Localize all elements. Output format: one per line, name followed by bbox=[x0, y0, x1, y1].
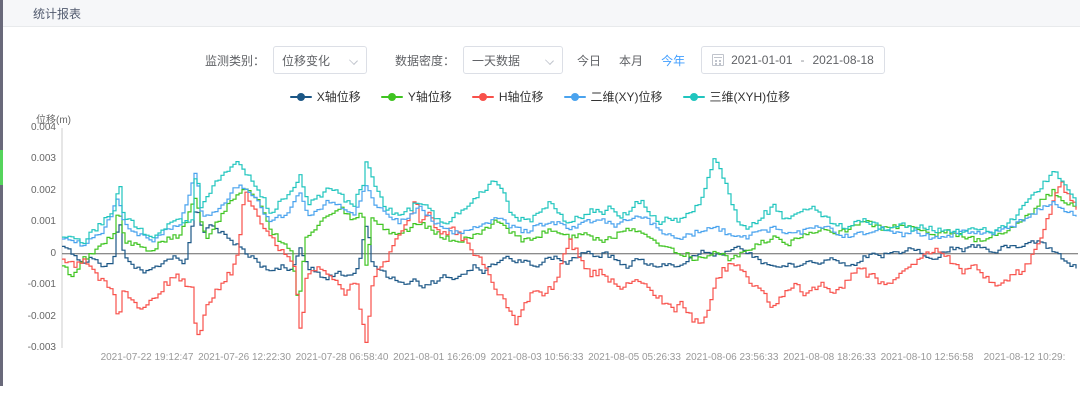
density-select[interactable]: 一天数据 bbox=[463, 46, 564, 74]
series-line-1 bbox=[62, 211, 1077, 289]
y-tick-label: -0.003 bbox=[27, 342, 56, 353]
legend-marker-icon bbox=[563, 92, 586, 101]
date-range-separator: - bbox=[800, 53, 805, 67]
filter-controls: 监测类别： 位移变化 数据密度： 一天数据 今日 本月 今年 2021-01-0… bbox=[205, 46, 885, 74]
date-range-start: 2021-01-01 bbox=[731, 53, 793, 67]
quick-range-today[interactable]: 今日 bbox=[577, 53, 602, 68]
chart-plot-area bbox=[61, 128, 1078, 348]
quick-range-this-month[interactable]: 本月 bbox=[619, 53, 644, 68]
category-select[interactable]: 位移变化 bbox=[273, 46, 368, 74]
tab-bar: 统计报表 bbox=[3, 0, 1080, 27]
legend-item[interactable]: 二维(XY)位移 bbox=[563, 88, 663, 105]
series-line-5 bbox=[62, 158, 1077, 245]
legend-marker-icon bbox=[289, 92, 312, 101]
legend-label: 三维(XYH)位移 bbox=[709, 90, 791, 104]
series-line-3 bbox=[62, 181, 1077, 343]
legend-item[interactable]: 三维(XYH)位移 bbox=[682, 88, 791, 105]
x-tick-label: 2021-08-06 23:56:33 bbox=[685, 352, 779, 363]
x-tick-label: 2021-08-12 10:29: bbox=[983, 352, 1066, 363]
calendar-icon bbox=[712, 54, 725, 66]
date-range-end: 2021-08-18 bbox=[812, 53, 874, 67]
x-tick-label: 2021-07-22 19:12:47 bbox=[100, 352, 194, 363]
x-tick-label: 2021-08-03 10:56:33 bbox=[490, 352, 584, 363]
x-tick-label: 2021-08-05 05:26:33 bbox=[588, 352, 681, 363]
y-tick-label: 0.002 bbox=[30, 184, 56, 196]
legend-marker-icon bbox=[471, 92, 494, 101]
y-tick-label: -0.001 bbox=[27, 279, 56, 291]
displacement-chart: 位移(m) 0.004 0.003 0.002 0.001 0 -0.001 -0.002 -… bbox=[0, 113, 1080, 373]
legend-marker-icon bbox=[682, 92, 705, 101]
density-label: 数据密度： bbox=[395, 53, 456, 68]
chevron-down-icon bbox=[350, 56, 358, 64]
legend-item[interactable]: Y轴位移 bbox=[380, 88, 452, 105]
chevron-down-icon bbox=[546, 56, 554, 64]
quick-range-this-year[interactable]: 今年 bbox=[661, 53, 686, 68]
y-tick-label: 0.001 bbox=[30, 216, 56, 228]
x-tick-label: 2021-07-28 06:58:40 bbox=[295, 352, 389, 363]
y-axis-title: 位移(m) bbox=[36, 115, 71, 126]
legend-item[interactable]: X轴位移 bbox=[289, 88, 361, 105]
legend-label: X轴位移 bbox=[316, 90, 361, 104]
category-label: 监测类别： bbox=[205, 53, 266, 68]
chart-legend: X轴位移 Y轴位移 H轴位移 二维(XY)位移 三维(XYH)位移 bbox=[0, 88, 1080, 105]
x-tick-label: 2021-08-10 12:56:58 bbox=[880, 352, 974, 363]
category-select-value: 位移变化 bbox=[282, 53, 331, 68]
y-tick-label: 0 bbox=[50, 247, 56, 259]
sidebar-edge-strip bbox=[0, 0, 3, 386]
series-line-4 bbox=[62, 172, 1077, 247]
density-select-value: 一天数据 bbox=[472, 53, 521, 68]
sidebar-green-indicator bbox=[0, 150, 3, 185]
legend-label: 二维(XY)位移 bbox=[590, 90, 663, 104]
x-tick-label: 2021-08-01 16:26:09 bbox=[393, 352, 486, 363]
legend-label: H轴位移 bbox=[498, 90, 544, 104]
tab-statistics-report[interactable]: 统计报表 bbox=[33, 6, 82, 21]
legend-label: Y轴位移 bbox=[407, 90, 452, 104]
x-tick-label: 2021-08-08 18:26:33 bbox=[783, 352, 876, 363]
y-tick-label: 0.004 bbox=[30, 122, 56, 133]
y-tick-label: -0.002 bbox=[27, 310, 56, 322]
x-tick-label: 2021-07-26 12:22:30 bbox=[198, 352, 291, 363]
legend-marker-icon bbox=[380, 92, 403, 101]
legend-item[interactable]: H轴位移 bbox=[471, 88, 544, 105]
date-range-picker[interactable]: 2021-01-01 - 2021-08-18 bbox=[701, 46, 885, 74]
y-tick-label: 0.003 bbox=[30, 153, 56, 165]
